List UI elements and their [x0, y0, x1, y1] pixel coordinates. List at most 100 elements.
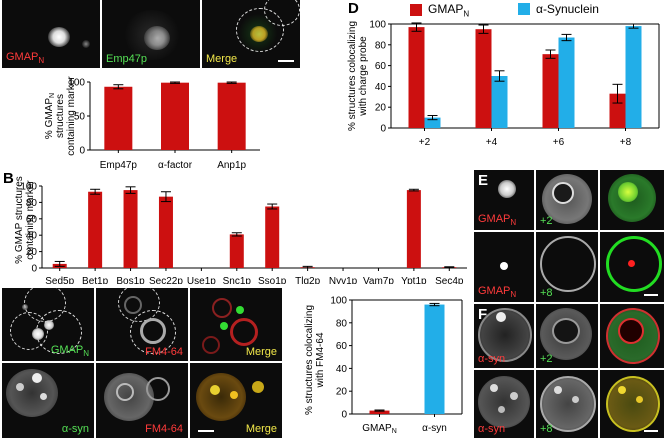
y-tick-label: 80 — [336, 318, 348, 329]
cell-body — [196, 373, 246, 421]
yellow-spot — [210, 385, 220, 395]
y-tick-label: 0 — [31, 264, 37, 275]
panel-f-image-probe-8: +8 — [536, 370, 598, 438]
chart-c: % structures colocalizing with FM4-64 0 2… — [304, 296, 463, 435]
x-tick-label: Snc1p — [223, 276, 252, 284]
y-tick-label: 50 — [74, 112, 86, 123]
panel-a-merge-label: Merge — [206, 53, 238, 65]
bar — [158, 196, 173, 268]
panel-f-image-merge-2 — [600, 370, 664, 438]
vacuole-ring — [618, 318, 644, 344]
y-tick-label: 20 — [375, 103, 387, 114]
green-spot — [236, 306, 244, 314]
panel-c-fm464-2-label: FM4-64 — [145, 423, 183, 435]
vacuole-ring — [552, 182, 574, 204]
panel-e-probe-2-label: +2 — [540, 215, 553, 227]
probe-spot — [554, 386, 562, 394]
bar — [161, 82, 189, 150]
legend-swatch-gmap — [410, 4, 422, 17]
scale-bar — [278, 60, 294, 62]
merge-green-haze — [238, 14, 278, 52]
y-tick-label: 40 — [336, 364, 348, 375]
asyn-spot — [32, 373, 42, 383]
bar — [542, 54, 559, 128]
asyn-spot — [498, 406, 505, 413]
panel-b-label: B — [3, 170, 14, 187]
bar — [475, 29, 492, 129]
y-tick-label: 40 — [375, 82, 387, 93]
x-tick-label: Nyv1p — [329, 276, 358, 284]
bar — [265, 206, 280, 268]
bar — [217, 82, 246, 150]
cell-body — [540, 376, 596, 432]
chart-a-ylabel: % GMAPN structures containing marker — [44, 76, 77, 156]
panel-c-image-gmap: GMAPN — [2, 288, 94, 361]
panel-e-image-probe-2: +2 — [536, 170, 598, 230]
chart-d-legend-gmap: GMAPN — [410, 2, 469, 18]
scale-bar — [644, 294, 658, 296]
y-tick-label: 60 — [336, 341, 348, 352]
x-tick-label: +2 — [419, 137, 431, 148]
yellow-green-spot — [618, 182, 638, 202]
panel-e-gmap-1-label: GMAPN — [478, 212, 517, 227]
panel-e-image-probe-8: +8 — [536, 232, 598, 302]
yellow-spot — [636, 396, 643, 403]
chart-b-plot: 0 20 40 60 80 100 Sed5p Bet1p Bos1p Sec22p Use1p Sn… — [20, 182, 467, 284]
panel-c-image-fm464: FM4-64 — [96, 288, 188, 361]
cell-body — [606, 376, 660, 432]
chart-d-ylabel-line2: with charge probe — [358, 36, 369, 117]
probe-spot — [572, 396, 579, 403]
red-spot — [628, 260, 635, 267]
x-tick-label: Use1p — [187, 276, 216, 284]
chart-b: % GMAP structures containing marker 0 20 4… — [14, 176, 467, 284]
x-tick-label: +8 — [620, 137, 632, 148]
asyn-spot — [40, 393, 47, 400]
panel-a-image-emp47p: Emp47p — [102, 0, 200, 68]
panel-c-fm464-label: FM4-64 — [145, 346, 183, 358]
vacuole-ring — [202, 336, 220, 354]
gmap-spot — [48, 27, 70, 47]
vacuole-ring — [230, 318, 258, 346]
panel-f-image-merge-1 — [600, 304, 664, 368]
panel-c-image-merge: Merge — [190, 288, 282, 361]
panel-c-merge-2-label: Merge — [245, 423, 277, 435]
bar — [123, 190, 138, 268]
bar — [369, 410, 390, 414]
cell-body — [478, 376, 530, 428]
panel-a-emp47p-label: Emp47p — [106, 53, 147, 65]
panel-f-image-asyn-2: α-syn — [474, 370, 534, 438]
cell-outline — [10, 312, 48, 350]
x-tick-label: GMAPN — [362, 423, 397, 435]
bar — [88, 191, 103, 268]
x-tick-label: Tlg2p — [295, 276, 320, 284]
x-tick-label: Bet1p — [82, 276, 109, 284]
chart-a-ylabel-line3: containing marker — [66, 76, 77, 156]
chart-c-ylabel-line1: % structures colocalizing — [304, 305, 315, 415]
panel-e-image-gmap-1: GMAPN — [474, 170, 534, 230]
emp47p-haze — [122, 10, 182, 60]
panel-f-asyn-2-label: α-syn — [478, 423, 506, 435]
panel-e-gmap-2-label: GMAPN — [478, 284, 517, 299]
y-tick-label: 100 — [68, 78, 85, 89]
panel-f-image-probe-2: +2 — [536, 304, 598, 368]
x-tick-label: α-factor — [158, 160, 193, 171]
asyn-spot — [496, 312, 506, 322]
bar — [406, 190, 421, 268]
x-tick-label: Ypt1p — [401, 276, 427, 284]
x-tick-label: Sec22p — [149, 276, 183, 284]
gmap-spot — [498, 180, 516, 198]
x-tick-label: Anp1p — [217, 160, 246, 171]
chart-d-ylabel-line1: % structures colocalizing — [347, 21, 358, 131]
vacuole-ring — [212, 298, 232, 318]
panel-c-image-merge-2: Merge — [190, 363, 282, 438]
asyn-spot — [490, 384, 498, 392]
chart-d-legend-syn: α-Synuclein — [518, 2, 599, 16]
panel-f-image-asyn-1: α-syn — [474, 304, 534, 368]
cell-outline — [264, 0, 300, 26]
panel-c-merge-label: Merge — [245, 346, 277, 358]
y-tick-label: 80 — [26, 198, 38, 209]
chart-a-ylabel-line1: % GMAPN — [44, 93, 56, 139]
bar — [609, 93, 626, 128]
panel-f-probe-2-label: +2 — [540, 353, 553, 365]
chart-a-plot: 0 50 100 Emp47p α-factor Anp1p — [68, 78, 260, 171]
